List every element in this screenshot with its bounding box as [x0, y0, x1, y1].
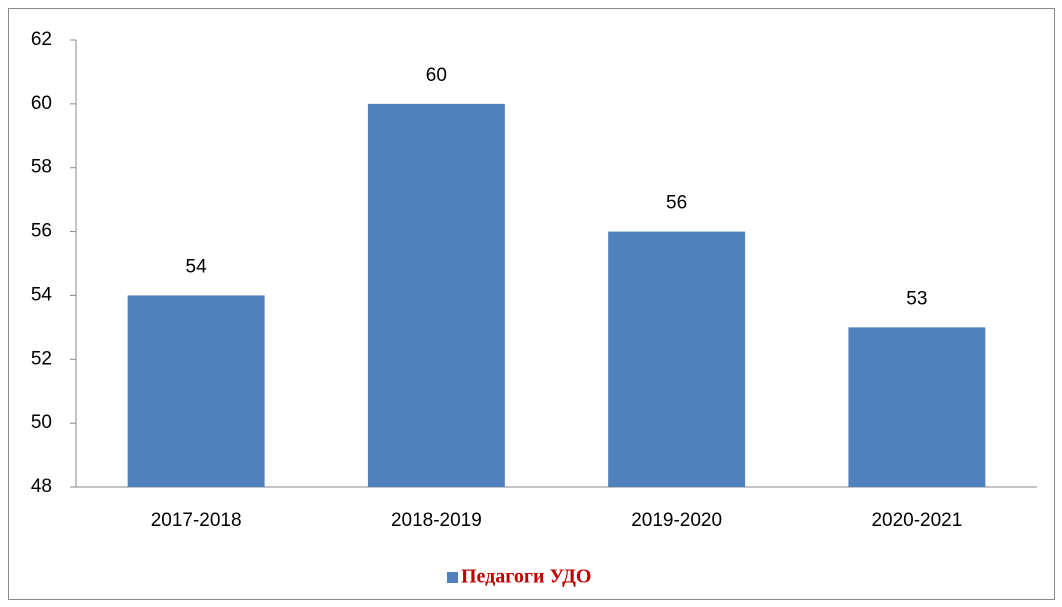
legend-label: Педагоги УДО — [461, 566, 591, 588]
y-tick-label: 62 — [31, 29, 52, 50]
data-label: 56 — [666, 193, 687, 214]
y-tick-label: 60 — [31, 93, 52, 114]
data-label: 54 — [186, 256, 208, 277]
bar — [608, 231, 746, 487]
bar — [367, 103, 505, 487]
data-label: 53 — [906, 288, 927, 309]
x-tick-label: 2019-2020 — [631, 510, 722, 531]
y-tick-label: 54 — [31, 284, 53, 305]
bar — [127, 295, 265, 487]
x-tick-label: 2017-2018 — [151, 510, 242, 531]
bar — [848, 327, 986, 487]
y-tick-label: 52 — [31, 348, 52, 369]
y-tick-label: 48 — [31, 476, 52, 497]
x-tick-label: 2018-2019 — [391, 510, 482, 531]
x-tick-label: 2020-2021 — [871, 510, 962, 531]
y-tick-label: 58 — [31, 157, 52, 178]
data-label: 60 — [426, 65, 447, 86]
y-tick-label: 50 — [31, 412, 52, 433]
y-tick-label: 56 — [31, 221, 52, 242]
legend-swatch — [447, 572, 458, 583]
